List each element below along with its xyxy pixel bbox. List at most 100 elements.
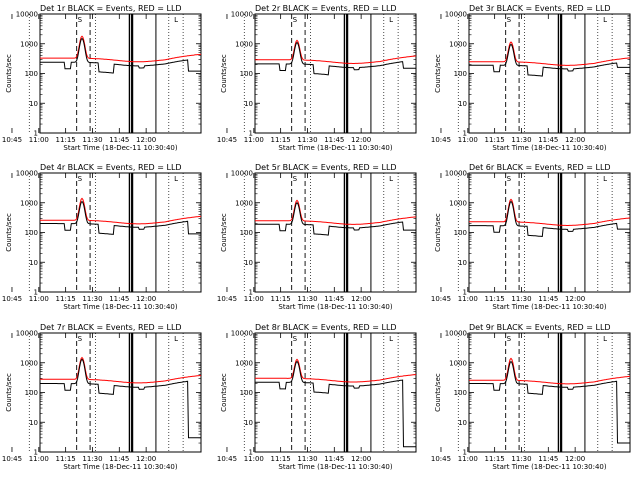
x-tick-label: 10:45: [217, 295, 237, 303]
x-tick-label: 11:00: [458, 455, 478, 463]
y-tick-label: 1: [463, 130, 467, 138]
x-tick-label: 10:45: [2, 136, 22, 144]
x-tick-label: 10:45: [431, 455, 451, 463]
y-tick-label: 100: [25, 70, 38, 78]
lld-series-line: [255, 39, 417, 64]
panel-title: Det 3r BLACK = Events, RED = LLD: [469, 4, 611, 13]
x-tick-label: 11:00: [244, 455, 264, 463]
x-tick-label: 12:00: [565, 455, 585, 463]
x-tick-label: 12:00: [351, 136, 371, 144]
flag-l-label: L: [389, 175, 393, 183]
flag-l-label: L: [603, 335, 607, 343]
x-tick-label: 11:15: [271, 455, 291, 463]
events-series-line: [40, 358, 201, 439]
panel-det-5: Det 5r BLACK = Events, RED = LLD 1 10 100 10…: [217, 163, 417, 311]
x-axis-label: Start Time (18-Dec-11 10:30:40): [492, 463, 606, 471]
y-tick-label: 10000: [445, 11, 467, 19]
flag-l-label: L: [603, 16, 607, 24]
x-tick-label: 11:15: [485, 295, 505, 303]
x-axis-label: Start Time (18-Dec-11 10:30:40): [278, 463, 392, 471]
x-tick-label: 10:45: [217, 455, 237, 463]
panel-title: Det 1r BLACK = Events, RED = LLD: [40, 4, 182, 13]
x-tick-label: 11:45: [324, 136, 344, 144]
y-axis-label: Counts/sec: [434, 373, 442, 412]
x-tick-label: 12:00: [351, 455, 371, 463]
y-tick-label: 10000: [445, 330, 467, 338]
panel-det-2: Det 2r BLACK = Events, RED = LLD 1 10 100 10…: [217, 4, 417, 152]
lld-series-line: [255, 358, 417, 383]
y-tick-label: 10: [244, 419, 253, 427]
flag-s-label: S: [507, 335, 512, 343]
x-tick-label: 10:45: [431, 136, 451, 144]
x-tick-label: 11:00: [458, 295, 478, 303]
plot-frame: [254, 172, 417, 293]
x-tick-label: 11:15: [271, 295, 291, 303]
y-tick-label: 100: [454, 229, 467, 237]
flag-s-label: S: [293, 175, 298, 183]
x-tick-label: 11:30: [511, 136, 531, 144]
y-axis-label: Counts/sec: [434, 213, 442, 252]
y-axis-label: Counts/sec: [5, 54, 13, 93]
y-tick-label: 10: [244, 100, 253, 108]
x-tick-label: 11:30: [297, 136, 317, 144]
x-tick-label: 10:45: [217, 136, 237, 144]
x-tick-label: 11:45: [324, 455, 344, 463]
x-tick-label: 11:15: [485, 136, 505, 144]
plot-frame: [39, 13, 202, 134]
panel-det-7: Det 7r BLACK = Events, RED = LLD 1 10 100 10…: [2, 323, 202, 471]
y-tick-label: 10: [29, 100, 38, 108]
y-tick-label: 100: [25, 229, 38, 237]
lld-series-line: [40, 35, 202, 63]
x-tick-label: 12:00: [136, 295, 156, 303]
events-series-line: [469, 360, 630, 444]
x-tick-label: 10:45: [431, 295, 451, 303]
x-axis-label: Start Time (18-Dec-11 10:30:40): [278, 303, 392, 311]
plot-frame: [468, 172, 631, 293]
x-tick-label: 11:45: [109, 136, 129, 144]
panel-title: Det 4r BLACK = Events, RED = LLD: [40, 163, 182, 172]
x-tick-label: 11:00: [29, 295, 49, 303]
x-tick-label: 11:15: [485, 455, 505, 463]
panel-det-8: Det 8r BLACK = Events, RED = LLD 1 10 100 10…: [217, 323, 417, 471]
x-tick-label: 12:00: [351, 295, 371, 303]
lld-series-line: [40, 356, 202, 384]
y-tick-label: 1: [34, 449, 38, 457]
x-tick-label: 12:00: [565, 136, 585, 144]
x-tick-label: 11:15: [271, 136, 291, 144]
x-tick-label: 11:00: [458, 136, 478, 144]
plot-frame: [39, 172, 202, 293]
x-tick-label: 11:00: [244, 136, 264, 144]
y-tick-label: 10000: [231, 170, 253, 178]
y-tick-label: 10000: [16, 170, 38, 178]
flag-l-label: L: [174, 335, 178, 343]
events-series-line: [40, 200, 201, 235]
flag-l-label: L: [389, 335, 393, 343]
x-axis-label: Start Time (18-Dec-11 10:30:40): [492, 144, 606, 152]
x-tick-label: 11:00: [29, 455, 49, 463]
panel-det-9: Det 9r BLACK = Events, RED = LLD 1 10 100 10…: [431, 323, 631, 471]
x-axis-label: Start Time (18-Dec-11 10:30:40): [63, 144, 177, 152]
y-tick-label: 1: [463, 449, 467, 457]
plot-frame: [39, 332, 202, 453]
y-axis-label: Counts/sec: [434, 54, 442, 93]
x-tick-label: 10:45: [2, 455, 22, 463]
y-axis-label: Counts/sec: [220, 373, 228, 412]
x-tick-label: 11:30: [297, 295, 317, 303]
y-tick-label: 1: [249, 289, 253, 297]
panel-title: Det 8r BLACK = Events, RED = LLD: [255, 323, 397, 332]
panel-title: Det 5r BLACK = Events, RED = LLD: [255, 163, 397, 172]
y-tick-label: 100: [240, 70, 253, 78]
flag-l-label: L: [174, 175, 178, 183]
x-axis-label: Start Time (18-Dec-11 10:30:40): [63, 303, 177, 311]
events-series-line: [255, 360, 416, 448]
y-tick-label: 10000: [16, 330, 38, 338]
panel-title: Det 2r BLACK = Events, RED = LLD: [255, 4, 397, 13]
events-series-line: [255, 41, 416, 76]
events-series-line: [469, 200, 630, 238]
panel-title: Det 6r BLACK = Events, RED = LLD: [469, 163, 611, 172]
y-tick-label: 1: [463, 289, 467, 297]
x-axis-label: Start Time (18-Dec-11 10:30:40): [278, 144, 392, 152]
lld-series-line: [255, 199, 417, 225]
panel-title: Det 9r BLACK = Events, RED = LLD: [469, 323, 611, 332]
